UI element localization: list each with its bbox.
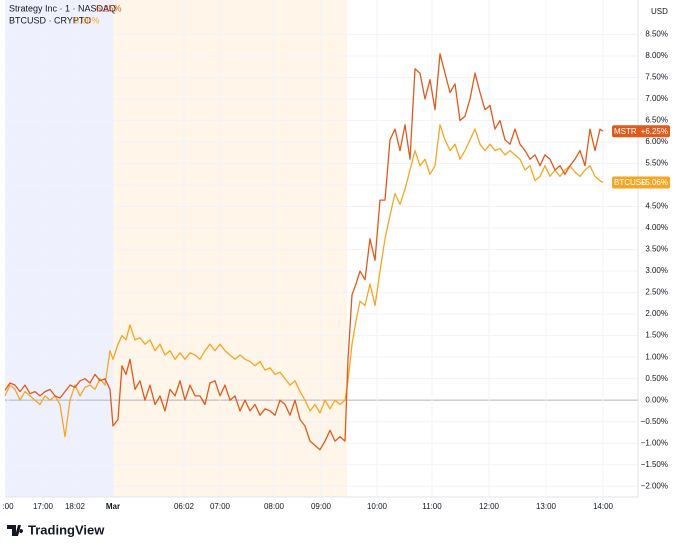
- legend-value: 6.25%: [96, 3, 122, 13]
- y-tick-label: 0.50%: [645, 374, 668, 383]
- y-tick-label: 5.50%: [645, 159, 668, 168]
- x-tick-label: Mar: [106, 502, 120, 511]
- y-tick-label: 1.50%: [645, 331, 668, 340]
- price-tag-value: +6.25%: [641, 127, 668, 136]
- y-tick-label: 0.00%: [645, 395, 668, 404]
- y-tick-label: 8.00%: [645, 51, 668, 60]
- y-tick-label: 4.50%: [645, 202, 668, 211]
- grid: [5, 0, 638, 497]
- currency: USD: [651, 7, 668, 16]
- x-tick-label: 06:02: [174, 502, 195, 511]
- brand: TradingView: [28, 522, 105, 537]
- y-tick-label: 4.00%: [645, 223, 668, 232]
- x-tick-label: :00: [2, 502, 14, 511]
- y-tick-label: 2.00%: [645, 309, 668, 318]
- y-tick-label: 6.00%: [645, 137, 668, 146]
- price-tag-symbol: BTCUSD: [614, 178, 647, 187]
- y-tick-label: −1.00%: [641, 438, 668, 447]
- y-tick-label: 1.00%: [645, 352, 668, 361]
- series-line: [4, 53, 604, 451]
- price-tag-symbol: MSTR: [614, 127, 637, 136]
- x-tick-label: 10:00: [367, 502, 388, 511]
- session-extended: [113, 0, 347, 497]
- y-tick-label: 8.50%: [645, 30, 668, 39]
- x-tick-label: 08:00: [264, 502, 285, 511]
- x-tick-label: 17:00: [33, 502, 54, 511]
- y-tick-label: 3.00%: [645, 266, 668, 275]
- x-tick-label: 07:00: [210, 502, 231, 511]
- legend-value: 5.06%: [74, 15, 100, 25]
- x-tick-label: 11:00: [422, 502, 442, 511]
- y-tick-label: 7.50%: [645, 73, 668, 82]
- x-tick-label: 09:00: [311, 502, 332, 511]
- legend-name: BTCUSD · CRYPTO: [9, 15, 91, 25]
- price-tag: [612, 125, 670, 138]
- labels: 8.50%8.00%7.50%7.00%6.50%6.00%5.50%5.00%…: [2, 30, 670, 511]
- lines: [4, 53, 604, 451]
- x-tick-label: 18:02: [65, 502, 86, 511]
- brand-logo: [7, 525, 24, 536]
- series-line: [4, 124, 604, 438]
- y-tick-label: −0.50%: [641, 417, 668, 426]
- price-tag-value: +5.06%: [641, 178, 668, 187]
- y-tick-label: 3.50%: [645, 245, 668, 254]
- y-tick-label: −2.00%: [641, 481, 668, 490]
- price-tag: [612, 176, 670, 189]
- y-tick-label: 7.00%: [645, 94, 668, 103]
- y-tick-label: 6.50%: [645, 116, 668, 125]
- session-pre: [5, 0, 113, 497]
- x-tick-label: 14:00: [593, 502, 614, 511]
- x-tick-label: 13:00: [536, 502, 557, 511]
- y-tick-label: 2.50%: [645, 288, 668, 297]
- x-tick-label: 12:00: [479, 502, 500, 511]
- y-tick-label: −1.50%: [641, 460, 668, 469]
- legend-name: Strategy Inc · 1 · NASDAQ: [9, 3, 116, 13]
